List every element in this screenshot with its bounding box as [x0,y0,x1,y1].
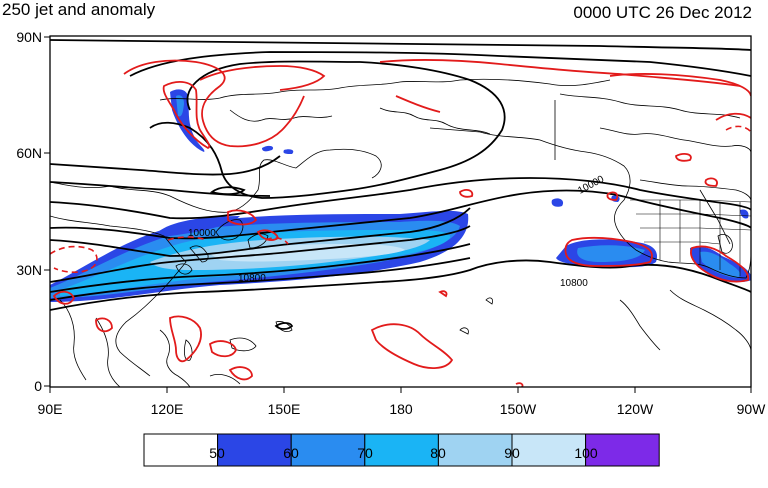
contour-label: 10800 [238,273,266,284]
lat-axis: 90N 60N 30N 0 [16,29,42,394]
map-panel: 10000 10800 10800 10000 [50,39,751,387]
colorbar-swatch [290,433,366,467]
anomaly-contours [52,58,751,387]
height-contours [50,39,751,330]
colorbar-swatch [143,433,219,467]
contour-label: 10000 [188,228,216,239]
lat-tick: 0 [34,378,42,394]
lon-axis: 90E 120E 150E 180 150W 120W 90W [38,401,767,417]
contour-label: 10800 [560,278,588,289]
lon-tick: 90E [38,401,63,417]
colorbar-swatch [585,433,660,467]
negative-anomaly-contours [50,125,751,273]
coastlines [50,78,751,387]
lat-tick: 90N [16,29,42,45]
lon-tick: 150W [500,401,537,417]
jet-shading [50,89,751,302]
lat-tick: 60N [16,145,42,161]
map-title: 250 jet and anomaly [2,0,156,19]
lat-tick: 30N [16,262,42,278]
lon-tick: 150E [268,401,301,417]
colorbar-label: 100 [574,445,598,461]
colorbar: 50 60 70 80 90 100 [143,433,660,467]
colorbar-label: 70 [357,445,373,461]
colorbar-swatch [511,433,587,467]
colorbar-label: 60 [283,445,299,461]
colorbar-label: 90 [504,445,520,461]
valid-time: 0000 UTC 26 Dec 2012 [573,3,752,22]
lon-tick: 120W [617,401,654,417]
axis-ticks [44,36,752,393]
colorbar-swatch [217,433,292,467]
colorbar-label: 50 [209,445,225,461]
lon-tick: 120E [151,401,184,417]
colorbar-swatch [437,433,513,467]
colorbar-swatch [364,433,439,467]
map-frame [49,35,752,388]
lon-tick: 90W [737,401,767,417]
colorbar-label: 80 [430,445,446,461]
lon-tick: 180 [389,401,413,417]
